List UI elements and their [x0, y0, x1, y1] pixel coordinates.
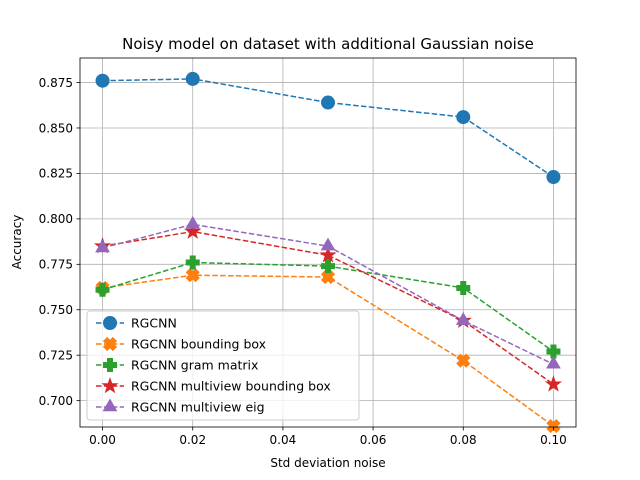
data-point [546, 419, 561, 434]
series-1 [95, 268, 561, 434]
y-axis-label: Accuracy [10, 215, 24, 270]
x-tick-label: 0.00 [89, 433, 116, 447]
x-tick-label: 0.06 [360, 433, 387, 447]
y-tick-label: 0.875 [39, 76, 73, 90]
ticks: 0.00 0.02 0.04 0.06 0.08 0.10 0.700 0.725 0.750 0… [39, 76, 567, 447]
legend-entry: RGCNN bounding box [96, 337, 266, 352]
legend-marker [102, 398, 118, 412]
legend: RGCNN RGCNN bounding box RGCNN gram matrix… [86, 310, 360, 421]
legend-marker [101, 376, 119, 394]
data-point [319, 246, 337, 263]
y-tick-label: 0.700 [39, 394, 73, 408]
data-point [546, 355, 561, 369]
data-point [456, 280, 471, 295]
data-point [320, 237, 336, 251]
data-point [456, 110, 471, 125]
y-tick-label: 0.775 [39, 258, 73, 272]
legend-label: RGCNN [131, 316, 177, 331]
data-point [321, 259, 335, 274]
y-tick-label: 0.825 [39, 167, 73, 181]
series-4 [95, 215, 561, 369]
data-point [456, 353, 471, 368]
legend-marker [102, 336, 118, 352]
x-axis-label: Std deviation noise [270, 456, 385, 470]
y-tick-label: 0.725 [39, 348, 73, 362]
series-2 [95, 255, 561, 359]
x-tick-label: 0.10 [540, 433, 567, 447]
legend-entry: RGCNN multiview bounding box [96, 376, 331, 394]
data-point [95, 73, 110, 88]
legend-box [86, 310, 360, 421]
grid [80, 58, 576, 427]
legend-entry: RGCNN multiview eig [96, 398, 265, 415]
data-point [95, 282, 110, 297]
chart-title: Noisy model on dataset with additional G… [122, 35, 534, 53]
legend-label: RGCNN gram matrix [131, 358, 258, 373]
legend-label: RGCNN bounding box [131, 337, 266, 352]
data-point [546, 344, 561, 359]
data-point [95, 239, 110, 253]
data-point [185, 215, 201, 229]
legend-label: RGCNN multiview bounding box [131, 379, 331, 394]
series-line [102, 230, 554, 385]
x-tick-label: 0.02 [179, 433, 206, 447]
x-tick-label: 0.08 [450, 433, 477, 447]
plot-frame [79, 57, 577, 428]
legend-entry: RGCNN [96, 316, 177, 331]
series-layer [93, 71, 563, 434]
y-tick-label: 0.850 [39, 121, 73, 135]
series-line [102, 78, 554, 178]
data-point [455, 312, 471, 325]
y-tick-label: 0.800 [39, 212, 73, 226]
series-0 [95, 71, 561, 185]
y-tick-label: 0.750 [39, 303, 73, 317]
data-point [321, 95, 335, 110]
legend-marker [103, 358, 117, 372]
legend-entry: RGCNN gram matrix [96, 358, 258, 373]
legend-marker [103, 316, 117, 330]
data-point [185, 71, 200, 86]
data-point [184, 222, 202, 239]
data-point [546, 170, 561, 185]
legend-label: RGCNN multiview eig [131, 400, 265, 415]
x-tick-label: 0.04 [270, 433, 297, 447]
data-point [544, 375, 563, 392]
data-point [185, 255, 200, 270]
